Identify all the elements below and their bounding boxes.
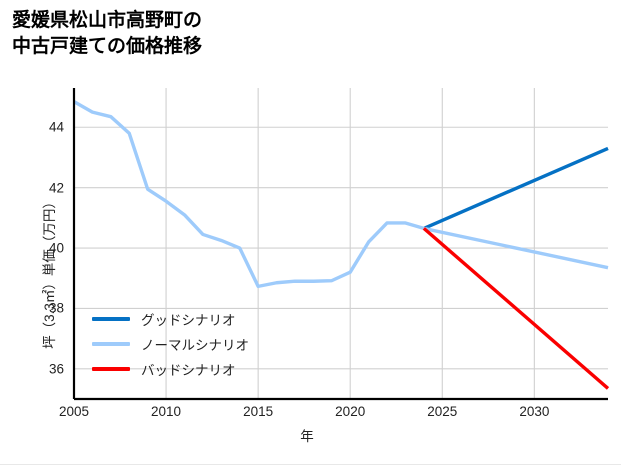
legend-swatch-icon bbox=[92, 317, 130, 321]
chart-title: 愛媛県松山市高野町の 中古戸建ての価格推移 bbox=[12, 10, 203, 57]
series-line-2 bbox=[73, 100, 609, 289]
y-tick-label: 38 bbox=[48, 300, 64, 316]
y-axis-label: 坪（3.3㎡）単価（万円） bbox=[42, 195, 57, 349]
x-tick-label: 2020 bbox=[335, 404, 366, 419]
y-tick-label: 44 bbox=[48, 119, 64, 135]
y-tick-label: 42 bbox=[48, 180, 64, 196]
series-line-3 bbox=[422, 227, 610, 390]
series-line-1 bbox=[423, 146, 609, 230]
series-lines bbox=[73, 100, 610, 390]
legend-swatch-icon bbox=[92, 342, 130, 346]
legend-swatch-icon bbox=[92, 367, 130, 371]
y-tick-label: 40 bbox=[48, 240, 64, 256]
x-tick-label: 2010 bbox=[151, 404, 182, 419]
chart-legend: グッドシナリオ ノーマルシナリオ バッドシナリオ bbox=[92, 311, 249, 378]
x-tick-label: 2015 bbox=[243, 404, 274, 419]
x-tick-label: 2005 bbox=[58, 404, 90, 419]
x-tick-label: 2030 bbox=[519, 404, 550, 419]
legend-label: ノーマルシナリオ bbox=[141, 338, 249, 353]
legend-item-1[interactable]: グッドシナリオ bbox=[92, 311, 249, 328]
legend-label: バッドシナリオ bbox=[141, 363, 236, 378]
x-tick-label: 2025 bbox=[427, 404, 458, 419]
y-tick-label: 36 bbox=[48, 361, 64, 377]
legend-item-3[interactable]: バッドシナリオ bbox=[92, 361, 249, 378]
legend-label: グッドシナリオ bbox=[141, 313, 236, 328]
legend-item-2[interactable]: ノーマルシナリオ bbox=[92, 336, 249, 353]
x-axis-label: 年 bbox=[300, 429, 314, 444]
